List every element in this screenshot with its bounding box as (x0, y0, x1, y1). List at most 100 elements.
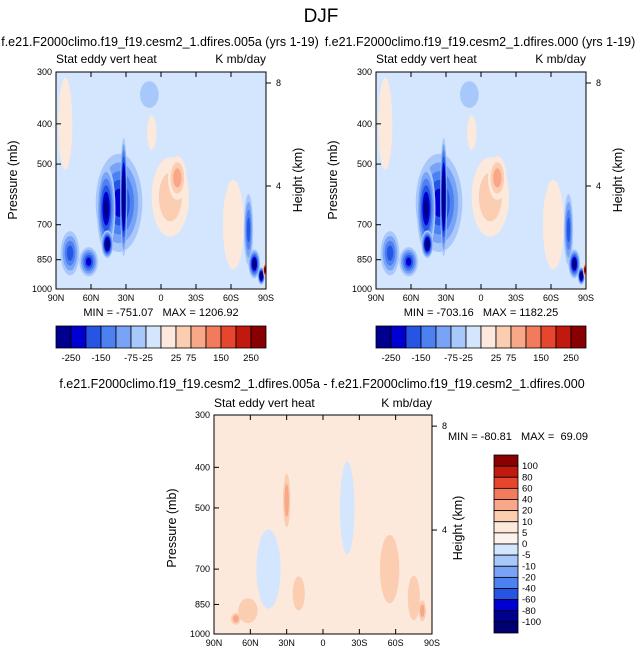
x-tick-label: 60N (403, 293, 420, 303)
y-tick-label: 400 (357, 119, 372, 129)
y2-tick-label: 4 (596, 181, 601, 191)
y2-axis-label: Height (km) (451, 496, 465, 561)
y-tick-label: 700 (195, 564, 210, 574)
contour-blob (584, 268, 586, 272)
contour-blob (123, 187, 125, 207)
colorbar-swatch (85, 325, 102, 349)
panel-title: f.e21.F2000climo.f19_f19.cesm2_1.dfires.… (325, 35, 636, 49)
colorbar-label: 25 (491, 353, 502, 364)
colorbar-swatch (405, 325, 422, 349)
x-tick-label: 90S (424, 638, 440, 648)
x-tick-label: 60N (242, 638, 259, 648)
contour-blob (426, 241, 429, 247)
y-tick-label: 700 (37, 220, 52, 230)
x-tick-label: 0 (478, 293, 483, 303)
colorbar-label: -40 (522, 584, 536, 595)
right-label: K mb/day (215, 52, 266, 66)
colorbar-swatch (493, 521, 519, 534)
contour-blob (406, 257, 412, 267)
x-tick-label: 0 (320, 638, 325, 648)
colorbar-swatch (493, 454, 519, 467)
y2-axis-label: Height (km) (611, 148, 625, 213)
contour-blob (292, 576, 305, 611)
colorbar-label: -75 (444, 353, 458, 364)
contour-blob (467, 115, 477, 150)
y-axis-label: Pressure (mb) (165, 488, 179, 567)
contour-blob (238, 598, 258, 624)
y-tick-label: 1000 (352, 284, 372, 294)
x-tick-label: 90N (368, 293, 385, 303)
colorbar-swatch (390, 325, 407, 349)
y-tick-label: 500 (37, 159, 52, 169)
contour-field (214, 415, 432, 634)
contour-blob (222, 180, 244, 270)
colorbar-swatch (55, 325, 72, 349)
y-tick-label: 400 (195, 462, 210, 472)
x-tick-label: 30N (118, 293, 135, 303)
colorbar-label: -80 (522, 606, 536, 617)
colorbar-label: 25 (171, 353, 182, 364)
y-tick-label: 300 (37, 67, 52, 77)
contour-blob (58, 77, 73, 170)
colorbar-label: -150 (411, 353, 430, 364)
colorbar-swatch (555, 325, 572, 349)
colorbar-swatch (525, 325, 542, 349)
x-tick-label: 90S (578, 293, 594, 303)
contour-blob (460, 81, 479, 108)
y-tick-label: 1000 (32, 284, 52, 294)
y-axis-label: Pressure (mb) (6, 140, 20, 219)
colorbar-swatch (493, 588, 519, 601)
colorbar-swatch (435, 325, 452, 349)
panel-title: f.e21.F2000climo.f19_f19.cesm2_1.dfires.… (59, 377, 584, 391)
colorbar-label: 0 (522, 539, 527, 550)
min-max-label: MIN = -751.07 MAX = 1206.92 (83, 307, 238, 319)
axes: 90N 60N 30N 0 30S 60S 90S 300 400 500 700 850 1000 8 4 (352, 67, 601, 303)
colorbar-swatch (493, 510, 519, 523)
y-tick-label: 1000 (190, 629, 210, 639)
colorbar-swatch (540, 325, 557, 349)
contour-blob (566, 217, 571, 243)
contour-field (56, 72, 266, 289)
x-tick-label: 60S (223, 293, 239, 303)
contour-blob (260, 274, 262, 278)
contour-blob (493, 168, 502, 188)
left-label: Stat eddy vert heat (56, 52, 157, 66)
contour-blob (86, 257, 92, 267)
y-tick-label: 850 (37, 255, 52, 265)
colorbar-label: 150 (533, 353, 549, 364)
colorbar-label: 20 (522, 506, 533, 517)
colorbar-label: 150 (213, 353, 229, 364)
colorbar-label: -10 (522, 561, 536, 572)
y-tick-label: 700 (357, 220, 372, 230)
y-tick-label: 300 (357, 67, 372, 77)
colorbar-label: 5 (522, 528, 527, 539)
colorbar-swatch (375, 325, 392, 349)
colorbar-swatch (495, 325, 512, 349)
x-tick-label: 0 (158, 293, 163, 303)
y2-tick-label: 8 (596, 78, 601, 88)
colorbar-swatch (493, 554, 519, 567)
panel-model-000: f.e21.F2000climo.f19_f19.cesm2_1.dfires.… (325, 35, 636, 364)
panel-model-005a: f.e21.F2000climo.f19_f19.cesm2_1.dfires.… (1, 35, 319, 364)
colorbar-swatch (190, 325, 207, 349)
colorbar-swatch (493, 476, 519, 489)
colorbar-label: -20 (522, 572, 536, 583)
colorbar-label: -75 (124, 353, 138, 364)
colorbar-label: 250 (243, 353, 259, 364)
y2-axis-label: Height (km) (291, 148, 305, 213)
contour-blob (339, 461, 355, 555)
left-label: Stat eddy vert heat (376, 52, 477, 66)
colorbar-swatch (115, 325, 132, 349)
contour-blob (443, 187, 445, 207)
contour-blob (542, 180, 564, 270)
colorbar-swatch (493, 565, 519, 578)
contour-blob (66, 245, 74, 261)
colorbar-label: 75 (506, 353, 517, 364)
min-max-label: MIN = -80.81 MAX = 69.09 (448, 431, 588, 443)
y-tick-label: 400 (37, 119, 52, 129)
colorbar-label: 250 (563, 353, 579, 364)
contour-blob (147, 115, 157, 150)
contour-field (376, 72, 586, 289)
